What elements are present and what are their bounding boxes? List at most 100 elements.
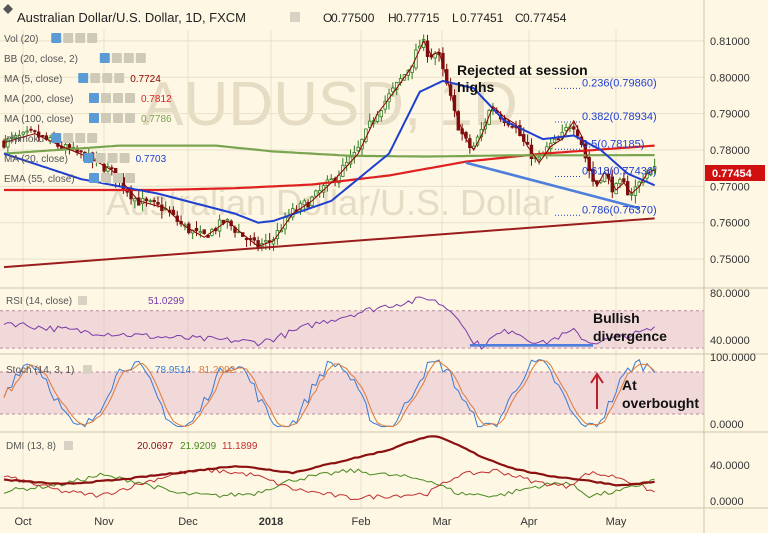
legend-value-ma20: 0.7703 bbox=[136, 154, 167, 165]
legend-add-icon[interactable] bbox=[113, 173, 123, 183]
legend-close-icon[interactable] bbox=[135, 53, 146, 63]
annotation-overbought-line1: At bbox=[622, 377, 637, 393]
legend-settings-icon[interactable] bbox=[101, 173, 111, 183]
legend-eye-icon[interactable] bbox=[51, 33, 62, 43]
legend-settings-icon[interactable] bbox=[101, 113, 111, 123]
legend-add-icon[interactable] bbox=[102, 73, 113, 83]
price-axis-background bbox=[704, 0, 768, 533]
candle-body bbox=[275, 230, 280, 239]
candle-body bbox=[29, 128, 33, 131]
candle-body bbox=[133, 198, 137, 202]
legend-close-icon[interactable] bbox=[125, 113, 135, 123]
legend-eye-icon[interactable] bbox=[78, 73, 89, 83]
legend-close-icon[interactable] bbox=[119, 153, 130, 163]
stoch-settings-icon[interactable] bbox=[83, 365, 92, 374]
candle-body bbox=[171, 209, 176, 215]
legend-add-icon[interactable] bbox=[107, 153, 118, 163]
legend-eye-icon[interactable] bbox=[89, 93, 99, 103]
annotation-bullish-line1: Bullish bbox=[593, 310, 640, 326]
dmi-settings-icon[interactable] bbox=[64, 441, 73, 450]
rsi-settings-icon[interactable] bbox=[78, 296, 87, 305]
dmi-axis-tick: 40.0000 bbox=[710, 460, 750, 472]
dmi-adx-value: 20.0697 bbox=[137, 441, 174, 452]
watermark-name: Australian Dollar/U.S. Dollar bbox=[106, 182, 554, 223]
candle-body bbox=[160, 204, 164, 212]
candle-body bbox=[17, 135, 22, 138]
time-axis-label: 2018 bbox=[259, 516, 283, 528]
fib-level-label: 0.236(0.79860) bbox=[582, 77, 657, 89]
price-axis: 0.81000 0.80000 0.79000 0.78000 0.77000 0.760… bbox=[710, 36, 750, 266]
time-axis-label: Feb bbox=[352, 516, 371, 528]
candle-body bbox=[252, 237, 256, 241]
legend-add-icon[interactable] bbox=[75, 33, 86, 43]
dmi-adx-line bbox=[3, 435, 655, 487]
candle-body bbox=[156, 201, 160, 205]
price-axis-tick: 0.78000 bbox=[710, 145, 750, 157]
legend-close-icon[interactable] bbox=[114, 73, 125, 83]
legend-settings-icon[interactable] bbox=[90, 73, 101, 83]
candle-body bbox=[264, 240, 268, 243]
candle-body bbox=[140, 198, 145, 205]
candle-body bbox=[79, 150, 83, 153]
legend-eye-icon[interactable] bbox=[89, 113, 99, 123]
legend-settings-icon[interactable] bbox=[101, 93, 111, 103]
rsi-axis-tick: 40.0000 bbox=[710, 335, 750, 347]
legend-close-icon[interactable] bbox=[125, 93, 135, 103]
stoch-d-line bbox=[3, 360, 655, 427]
dmi-lines bbox=[3, 435, 655, 501]
legend-add-icon[interactable] bbox=[113, 113, 123, 123]
candle-body bbox=[206, 234, 210, 238]
legend-settings-icon[interactable] bbox=[95, 153, 106, 163]
annotation-rejected-line2: highs bbox=[457, 79, 495, 95]
rsi-axis-tick: 80.0000 bbox=[710, 288, 750, 300]
legend-eye-icon[interactable] bbox=[89, 173, 99, 183]
candle-body bbox=[314, 190, 318, 197]
candle-body bbox=[2, 140, 6, 148]
time-axis-label: Nov bbox=[94, 516, 114, 528]
collapse-arrow-icon[interactable] bbox=[3, 4, 13, 14]
legend-eye-icon[interactable] bbox=[83, 153, 94, 163]
moving-average-lines bbox=[3, 39, 656, 247]
ma100-line bbox=[3, 144, 655, 158]
chart-title: Australian Dollar/U.S. Dollar, 1D, FXCM bbox=[17, 10, 246, 25]
dmi-diplus-line bbox=[3, 468, 655, 499]
trend-lines bbox=[3, 161, 655, 269]
legend-add-icon[interactable] bbox=[113, 93, 123, 103]
stoch-d-value: 81.2092 bbox=[199, 365, 236, 376]
stoch-range-band bbox=[0, 372, 704, 414]
dmi-diminus-value: 11.1899 bbox=[222, 441, 258, 452]
legend-close-icon[interactable] bbox=[87, 33, 98, 43]
up-arrow-icon bbox=[590, 372, 604, 409]
price-axis-tick: 0.80000 bbox=[710, 72, 750, 84]
legend-settings-icon[interactable] bbox=[111, 53, 122, 63]
legend-close-icon[interactable] bbox=[125, 173, 135, 183]
candle-body bbox=[510, 125, 514, 128]
candle-body bbox=[375, 114, 380, 122]
legend-label-ma200: MA (200, close) bbox=[4, 94, 73, 105]
legend-eye-icon[interactable] bbox=[99, 53, 110, 63]
legend-eye-icon[interactable] bbox=[51, 133, 62, 143]
legend-value-ma100: 0.7786 bbox=[141, 114, 172, 125]
legend-close-icon[interactable] bbox=[87, 133, 98, 143]
settings-icon[interactable] bbox=[290, 12, 300, 22]
rsi-lines bbox=[3, 296, 655, 350]
legend-settings-icon[interactable] bbox=[63, 133, 74, 143]
ma5-line bbox=[3, 39, 655, 247]
candle-body bbox=[356, 146, 360, 152]
time-axis: Oct Nov Dec 2018 Feb Mar Apr May bbox=[14, 516, 626, 528]
chart-header: Australian Dollar/U.S. Dollar, 1D, FXCM … bbox=[3, 4, 567, 25]
candle-body bbox=[202, 229, 206, 235]
ohlc-close: 0.77454 bbox=[523, 11, 567, 25]
legend-add-icon[interactable] bbox=[123, 53, 134, 63]
ma20-line bbox=[3, 79, 656, 224]
stoch-k-value: 78.9514 bbox=[155, 365, 192, 376]
stoch-band bbox=[0, 371, 704, 415]
stoch-axis-tick: 0.0000 bbox=[710, 419, 744, 431]
stoch-lines bbox=[3, 358, 655, 428]
legend-settings-icon[interactable] bbox=[63, 33, 74, 43]
candle-body bbox=[618, 179, 622, 185]
candle-body bbox=[564, 127, 568, 131]
legend-add-icon[interactable] bbox=[75, 133, 86, 143]
dmi-diminus-line bbox=[3, 467, 655, 501]
candle-body bbox=[556, 138, 561, 141]
